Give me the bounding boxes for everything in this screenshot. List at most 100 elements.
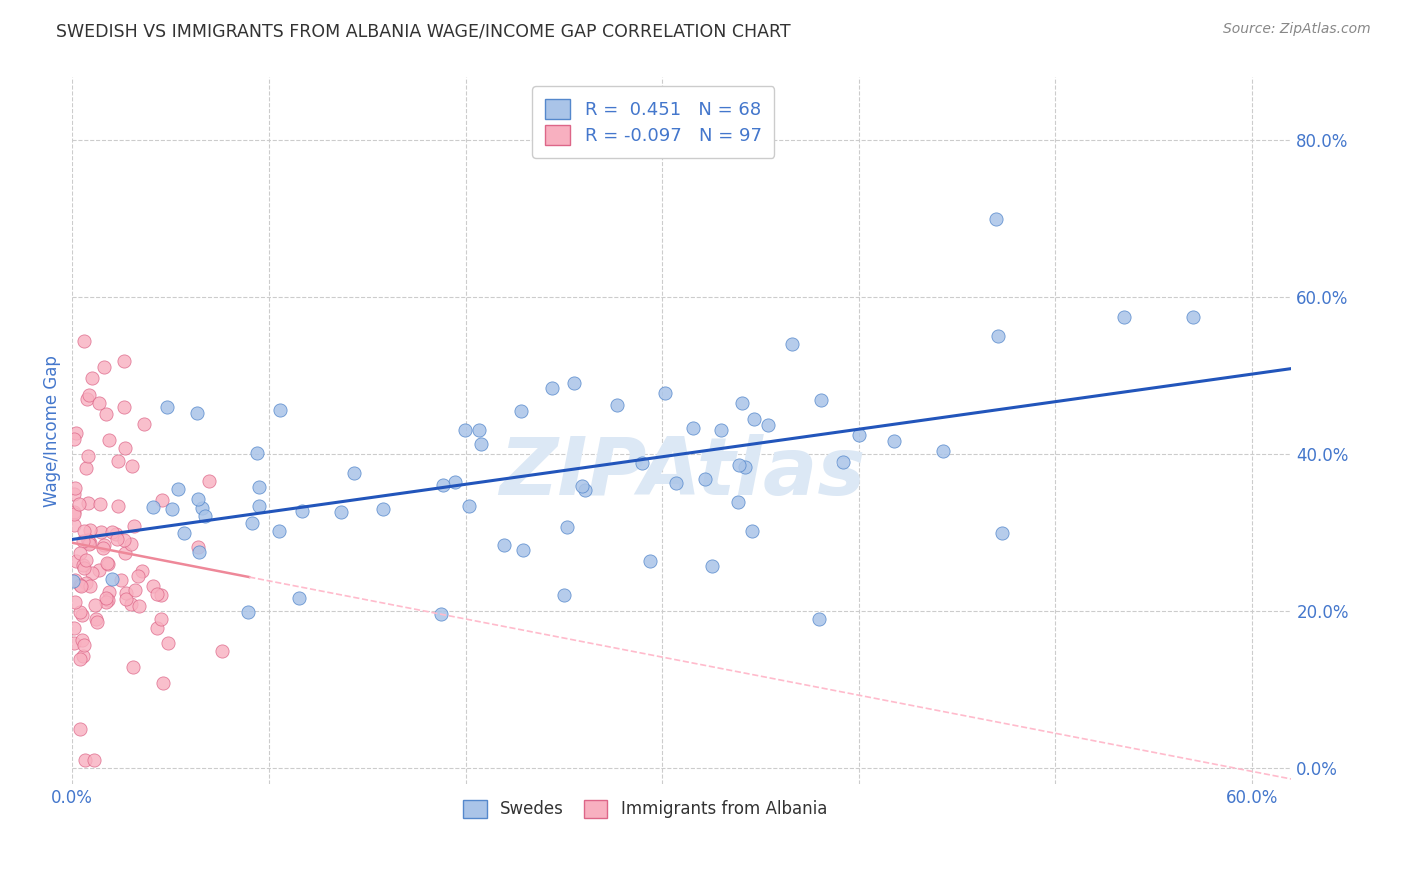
Point (780, 337, 803, 351)
Point (727, 458, 749, 472)
Point (63, 517, 86, 532)
Point (114, 591, 136, 606)
Point (79, 536, 101, 550)
Point (142, 578, 165, 592)
Point (247, 499, 270, 513)
Point (63, 505, 86, 519)
Point (70, 608, 93, 623)
Point (83, 753, 105, 767)
Point (97, 584, 120, 599)
Point (654, 386, 676, 401)
Point (101, 572, 124, 586)
Point (330, 505, 353, 519)
Point (63, 573, 86, 587)
Point (987, 329, 1010, 343)
Point (69, 578, 91, 592)
Point (82, 371, 104, 385)
Point (90, 525, 112, 540)
Point (84, 612, 107, 626)
Point (848, 427, 870, 442)
Point (114, 546, 136, 560)
Point (606, 398, 628, 412)
Point (63, 433, 86, 447)
Point (540, 381, 562, 395)
Point (73, 524, 96, 538)
Point (1182, 310, 1205, 324)
Point (808, 612, 831, 626)
Point (69, 722, 91, 736)
Point (553, 588, 575, 602)
Point (82, 566, 104, 581)
Point (79, 579, 101, 593)
Point (810, 392, 832, 407)
Point (62, 574, 84, 588)
Text: SWEDISH VS IMMIGRANTS FROM ALBANIA WAGE/INCOME GAP CORRELATION CHART: SWEDISH VS IMMIGRANTS FROM ALBANIA WAGE/… (56, 22, 790, 40)
Point (142, 500, 165, 514)
Point (152, 492, 174, 507)
Point (132, 417, 155, 431)
Point (91, 541, 114, 555)
Point (97, 593, 120, 607)
Point (155, 401, 177, 415)
Point (734, 459, 756, 474)
Point (269, 402, 291, 417)
Point (112, 400, 135, 414)
Point (562, 376, 585, 390)
Point (240, 516, 263, 530)
Point (75, 460, 97, 475)
Point (700, 559, 723, 574)
Point (741, 524, 763, 539)
Point (69, 652, 91, 666)
Point (343, 466, 366, 480)
Point (157, 636, 180, 650)
Point (193, 509, 215, 524)
Text: ZIPAtlas: ZIPAtlas (499, 434, 865, 512)
Point (571, 479, 593, 493)
Point (94, 591, 117, 605)
Point (89, 497, 111, 511)
Point (470, 436, 492, 450)
Point (238, 605, 260, 619)
Point (152, 676, 174, 690)
Point (150, 612, 173, 626)
Point (87, 563, 110, 577)
Point (121, 459, 143, 474)
Point (73, 753, 96, 767)
Point (96, 407, 118, 421)
Point (458, 499, 481, 513)
Point (492, 538, 515, 552)
Point (710, 423, 733, 437)
Point (93, 360, 115, 375)
Point (211, 644, 233, 658)
Point (73, 561, 96, 575)
Point (94, 595, 117, 609)
Point (371, 501, 394, 516)
Point (63, 507, 86, 521)
Point (131, 564, 153, 578)
Point (97, 557, 120, 571)
Point (121, 660, 143, 674)
Point (454, 423, 477, 437)
Point (63, 595, 86, 609)
Point (883, 434, 905, 448)
Point (105, 532, 128, 546)
Point (120, 597, 142, 611)
Point (173, 525, 195, 540)
Point (574, 483, 596, 497)
Point (69, 605, 91, 619)
Point (146, 587, 169, 601)
Point (76, 392, 98, 407)
Point (96, 557, 118, 571)
Point (246, 446, 269, 460)
Point (63, 482, 86, 496)
Point (107, 454, 129, 468)
Point (145, 621, 167, 635)
Point (727, 494, 749, 508)
Point (186, 406, 208, 420)
Point (77, 496, 100, 510)
Point (124, 583, 146, 598)
Point (187, 544, 209, 558)
Point (107, 499, 129, 513)
Point (63, 620, 86, 634)
Point (73, 334, 96, 349)
